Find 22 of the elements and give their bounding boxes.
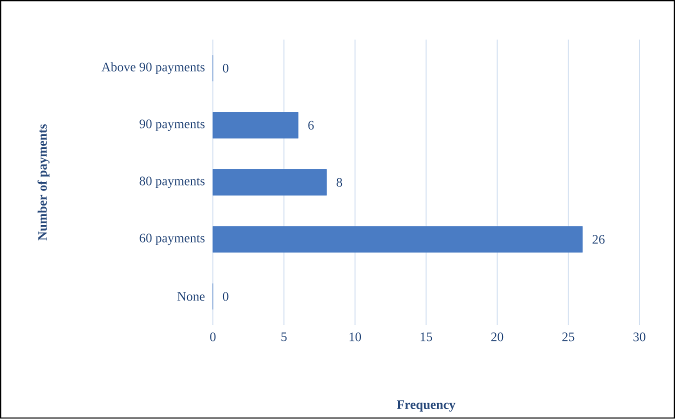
x-axis-title: Frequency [396,400,456,412]
y-tick-label: 90 payments [140,120,205,132]
x-tick-label: 25 [562,332,574,342]
x-tick-label: 30 [634,332,646,342]
y-tick-label: Above 90 payments [101,62,205,74]
data-label: 0 [222,64,228,73]
data-label: 0 [222,292,228,301]
y-tick-label: 60 payments [140,234,205,246]
x-tick-label: 20 [491,332,504,342]
x-tick-label: 15 [420,332,432,342]
y-tick-label: None [177,292,205,301]
data-label: 8 [336,178,342,187]
x-tick-label: 5 [281,332,287,342]
x-tick-label: 10 [350,332,362,342]
data-label: 26 [592,235,605,244]
data-label: 6 [308,121,314,130]
x-tick-label: 0 [210,332,216,342]
y-tick-label: 80 payments [140,176,205,188]
bar [212,112,298,139]
bar [212,226,583,253]
bar [212,169,327,196]
y-axis-title: Number of payments [38,124,50,241]
